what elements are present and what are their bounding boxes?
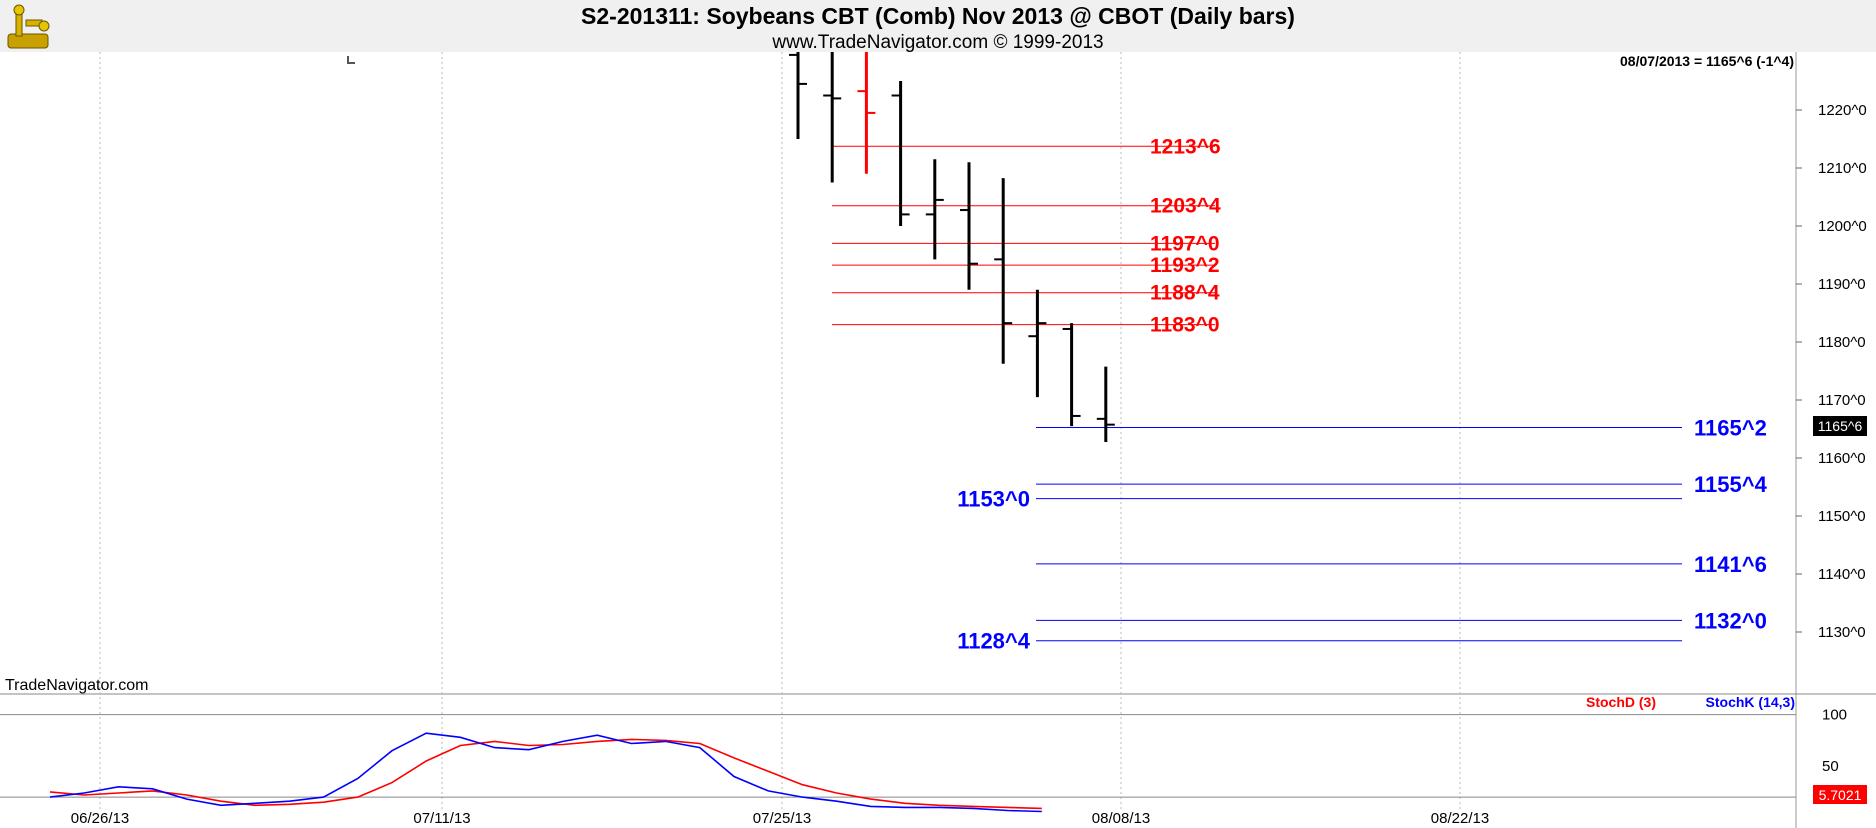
stoch-tick-label: 50 <box>1822 758 1839 775</box>
y-tick-label: 1130^0 <box>1818 624 1866 641</box>
stochd-legend: StochD (3) <box>1586 694 1656 710</box>
resistance-label: 1213^6 <box>1150 135 1221 158</box>
last-price-tag-box <box>1813 416 1867 436</box>
y-tick-label: 1180^0 <box>1818 334 1866 351</box>
support-label: 1128^4 <box>957 629 1031 654</box>
support-label: 1141^6 <box>1694 552 1767 577</box>
x-tick-label: 06/26/13 <box>71 810 129 827</box>
price-readout: 08/07/2013 = 1165^6 (-1^4) <box>1620 53 1794 69</box>
app-logo <box>7 4 50 49</box>
last-price-tag: 1165^6 <box>1818 418 1863 434</box>
y-tick-label: 1140^0 <box>1818 566 1866 583</box>
stoch-series-line <box>49 732 1042 813</box>
price-axis: 1130^0 1140^0 1150^0 1160^0 1170^0 1180^0 1190… <box>1796 102 1867 641</box>
resistance-label: 1193^2 <box>1150 254 1220 277</box>
x-tick-label: 07/25/13 <box>753 810 811 827</box>
stoch-series-line <box>49 738 1042 810</box>
resistance-label: 1203^4 <box>1150 195 1221 218</box>
resistance-label: 1197^0 <box>1150 232 1220 255</box>
grid <box>99 52 1461 812</box>
stochastic-panel: 50 100 <box>0 707 1847 813</box>
support-label: 1153^0 <box>957 487 1030 512</box>
date-axis: 06/26/13 07/11/13 07/25/13 08/08/13 08/22/13 <box>71 810 1489 827</box>
y-tick-label: 1150^0 <box>1818 508 1866 525</box>
resistance-label: 1188^4 <box>1150 282 1220 305</box>
stoch-last-tag: 5.7021 <box>1819 787 1862 803</box>
x-tick-label: 07/11/13 <box>413 810 470 827</box>
x-tick-label: 08/22/13 <box>1431 810 1489 827</box>
resistance-label: 1183^0 <box>1150 314 1220 337</box>
y-tick-label: 1220^0 <box>1818 102 1867 119</box>
chart-subtitle: www.TradeNavigator.com © 1999-2013 <box>771 32 1103 53</box>
stoch-last-tag-box <box>1813 785 1867 804</box>
y-tick-label: 1170^0 <box>1818 392 1866 409</box>
corner-marker <box>347 56 355 64</box>
stochk-legend: StochK (14,3) <box>1706 694 1795 710</box>
x-tick-label: 08/08/13 <box>1092 810 1150 827</box>
watermark: TradeNavigator.com <box>5 677 148 694</box>
chart-title: S2-201311: Soybeans CBT (Comb) Nov 2013 … <box>581 3 1295 29</box>
price-bars <box>789 52 1115 443</box>
stoch-tick-label: 100 <box>1822 707 1847 724</box>
support-label: 1132^0 <box>1694 608 1767 633</box>
y-tick-label: 1210^0 <box>1818 160 1867 177</box>
y-tick-label: 1190^0 <box>1818 276 1866 293</box>
support-label: 1165^2 <box>1694 416 1767 441</box>
header-band <box>0 0 1876 52</box>
y-tick-label: 1200^0 <box>1818 218 1867 235</box>
y-tick-label: 1160^0 <box>1818 450 1866 467</box>
support-label: 1155^4 <box>1694 472 1768 497</box>
